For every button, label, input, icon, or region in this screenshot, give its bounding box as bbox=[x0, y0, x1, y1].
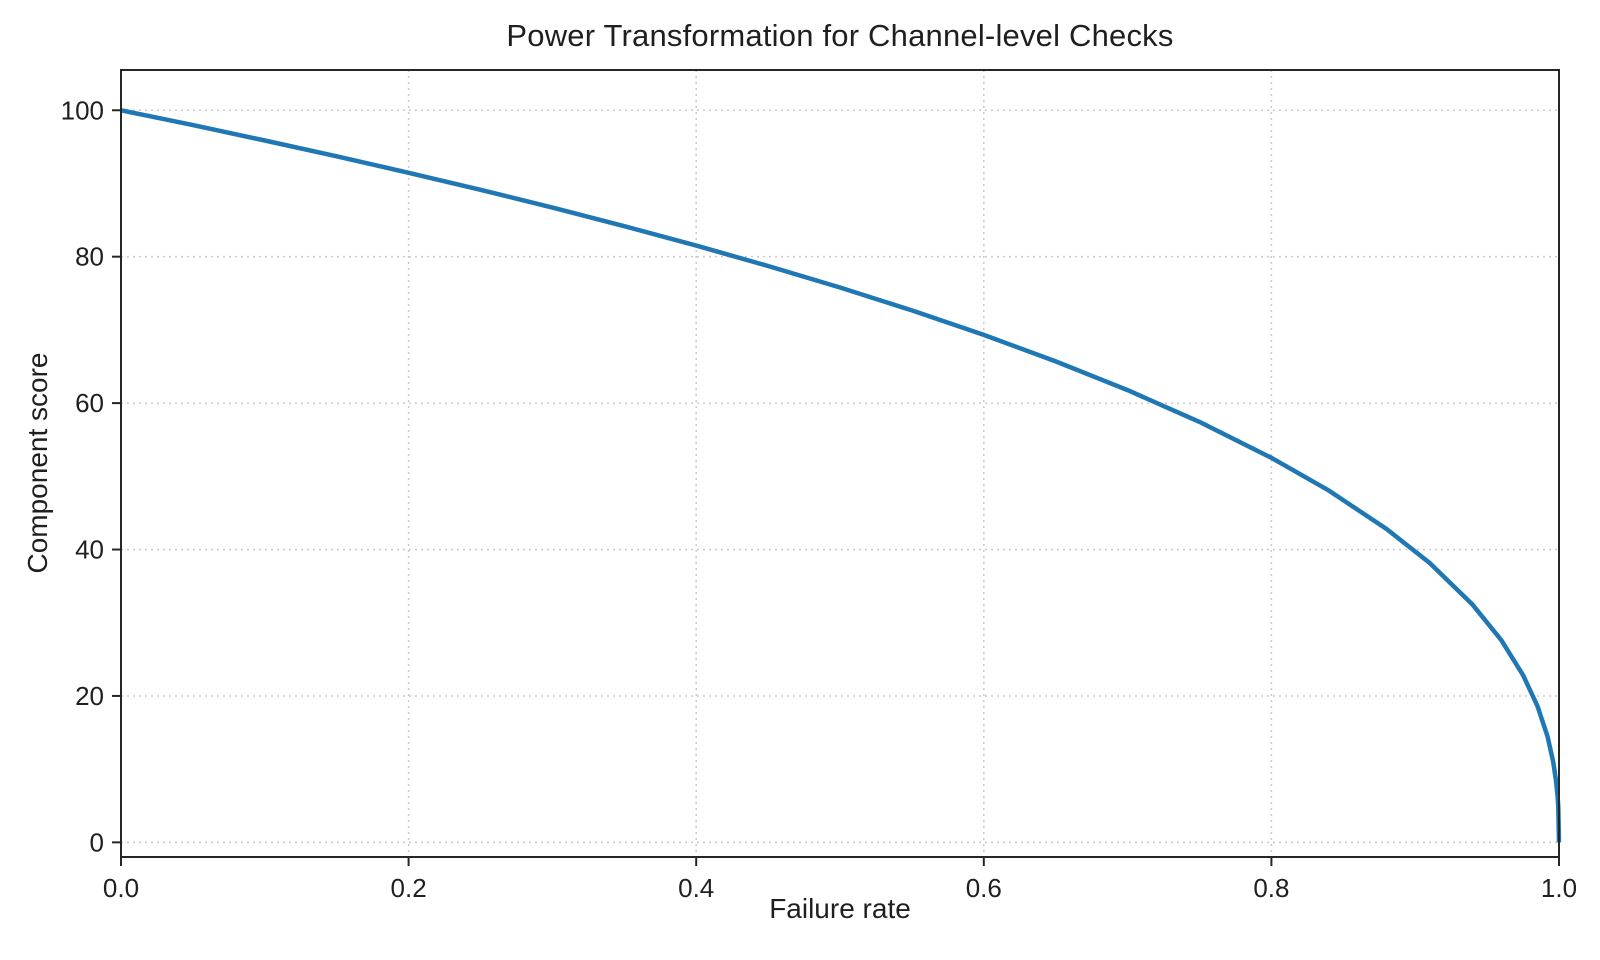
y-tick-label: 60 bbox=[75, 388, 104, 418]
chart-title: Power Transformation for Channel-level C… bbox=[506, 18, 1174, 53]
x-tick-label: 0.6 bbox=[966, 873, 1002, 903]
y-tick-label: 20 bbox=[75, 681, 104, 711]
y-tick-label: 0 bbox=[90, 827, 104, 857]
y-axis-label: Component score bbox=[22, 352, 53, 574]
axes-spines bbox=[120, 69, 1560, 858]
x-tick-label: 0.0 bbox=[103, 873, 139, 903]
y-tick-label: 100 bbox=[61, 95, 104, 125]
y-tick-label: 80 bbox=[75, 242, 104, 272]
x-tick-label: 1.0 bbox=[1541, 873, 1577, 903]
x-tick-label: 0.2 bbox=[391, 873, 427, 903]
x-axis-label: Failure rate bbox=[769, 893, 911, 924]
x-tick-label: 0.4 bbox=[678, 873, 714, 903]
data-line bbox=[120, 108, 1562, 843]
y-tick-label: 40 bbox=[75, 535, 104, 565]
x-tick-label: 0.8 bbox=[1253, 873, 1289, 903]
